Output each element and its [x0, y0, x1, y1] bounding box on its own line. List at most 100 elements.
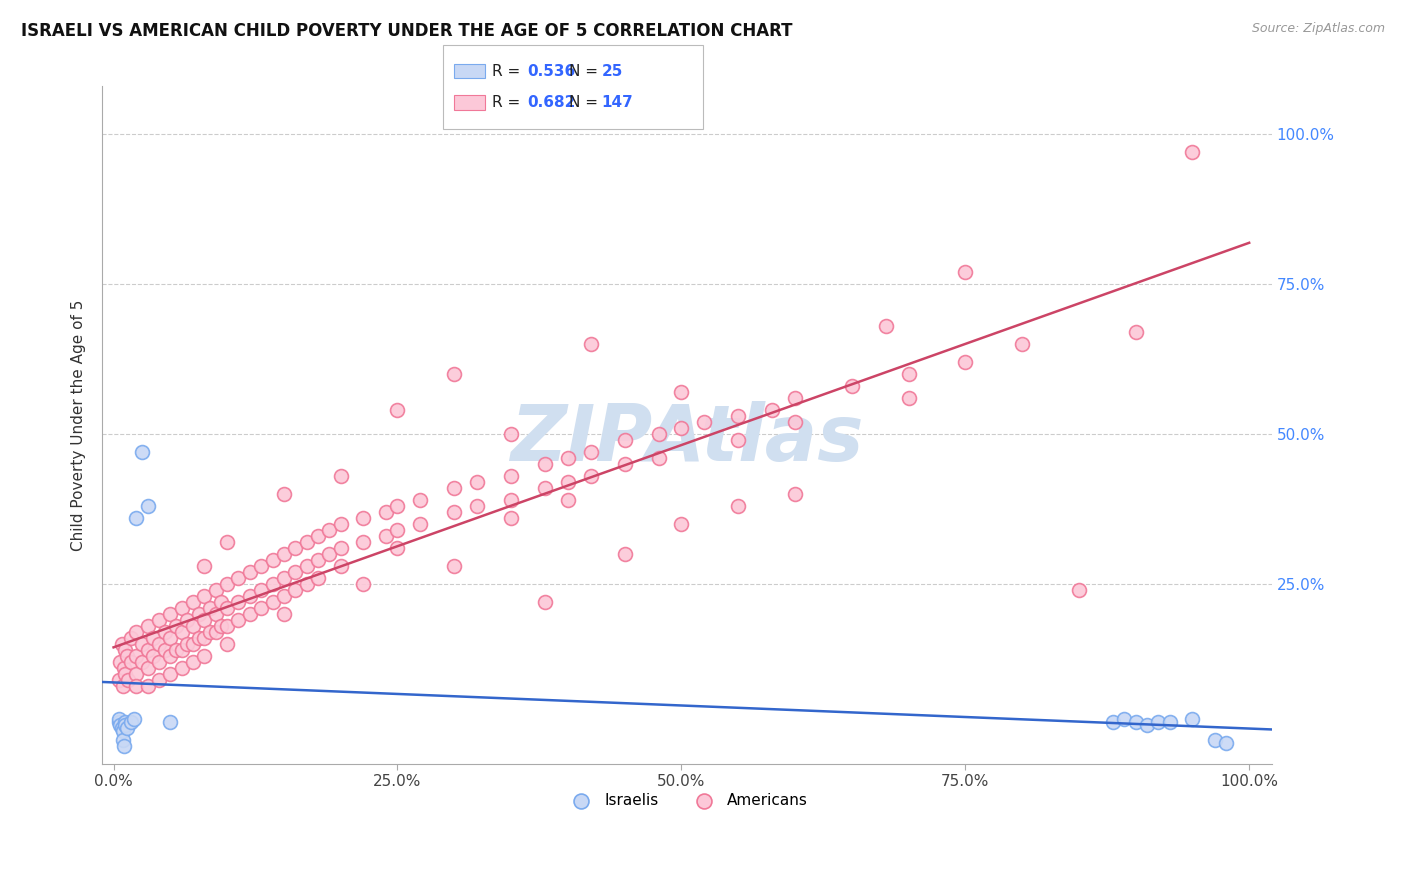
Point — [153, 624, 176, 639]
Point — [217, 619, 239, 633]
Text: 25: 25 — [602, 64, 623, 78]
Text: 0.536: 0.536 — [527, 64, 575, 78]
Point — [579, 445, 602, 459]
Point — [647, 427, 669, 442]
Point — [136, 499, 159, 513]
Point — [443, 481, 465, 495]
Point — [307, 553, 329, 567]
Text: N =: N = — [569, 64, 603, 78]
Point — [114, 714, 136, 729]
Point — [114, 666, 136, 681]
Point — [108, 673, 131, 687]
Point — [125, 648, 148, 663]
Point — [465, 475, 488, 489]
Point — [671, 421, 693, 435]
Point — [181, 655, 204, 669]
Point — [136, 661, 159, 675]
Point — [111, 723, 134, 738]
Point — [465, 499, 488, 513]
Point — [193, 559, 215, 574]
Point — [120, 655, 142, 669]
Point — [1159, 714, 1181, 729]
Point — [387, 499, 409, 513]
Point — [284, 582, 307, 597]
Point — [120, 631, 142, 645]
Point — [204, 624, 226, 639]
Point — [534, 595, 557, 609]
Point — [375, 505, 398, 519]
Point — [187, 631, 209, 645]
Point — [114, 718, 136, 732]
Point — [136, 619, 159, 633]
Point — [443, 367, 465, 381]
Point — [159, 631, 181, 645]
Point — [211, 595, 233, 609]
Point — [329, 516, 352, 531]
Point — [165, 619, 187, 633]
Point — [1114, 712, 1136, 726]
Point — [387, 541, 409, 555]
Point — [727, 499, 749, 513]
Point — [228, 595, 250, 609]
Point — [217, 637, 239, 651]
Point — [557, 451, 579, 466]
Point — [318, 547, 340, 561]
Text: R =: R = — [492, 95, 526, 110]
Point — [250, 559, 273, 574]
Point — [284, 541, 307, 555]
Point — [875, 319, 897, 334]
Point — [579, 469, 602, 483]
Point — [727, 409, 749, 423]
Point — [114, 643, 136, 657]
Point — [352, 511, 374, 525]
Point — [142, 648, 165, 663]
Point — [170, 624, 193, 639]
Point — [108, 712, 131, 726]
Point — [375, 529, 398, 543]
Point — [1147, 714, 1170, 729]
Point — [110, 721, 132, 735]
Point — [159, 607, 181, 621]
Point — [181, 619, 204, 633]
Point — [955, 265, 977, 279]
Point — [1102, 714, 1125, 729]
Point — [110, 718, 132, 732]
Point — [1136, 718, 1159, 732]
Point — [284, 565, 307, 579]
Point — [193, 648, 215, 663]
Point — [108, 714, 131, 729]
Point — [170, 601, 193, 615]
Point — [181, 637, 204, 651]
Point — [387, 523, 409, 537]
Point — [115, 721, 138, 735]
Point — [1181, 712, 1204, 726]
Point — [262, 595, 284, 609]
Point — [262, 577, 284, 591]
Point — [329, 559, 352, 574]
Point — [153, 643, 176, 657]
Point — [295, 559, 318, 574]
Point — [115, 648, 138, 663]
Point — [613, 547, 636, 561]
Text: N =: N = — [569, 95, 603, 110]
Point — [136, 679, 159, 693]
Point — [148, 673, 170, 687]
Text: ZIPAtlas: ZIPAtlas — [510, 401, 863, 476]
Point — [176, 637, 198, 651]
Point — [671, 385, 693, 400]
Text: R =: R = — [492, 64, 526, 78]
Point — [159, 666, 181, 681]
Point — [110, 637, 132, 651]
Point — [198, 601, 221, 615]
Point — [693, 415, 716, 429]
Point — [125, 679, 148, 693]
Point — [170, 661, 193, 675]
Point — [131, 637, 153, 651]
Point — [142, 631, 165, 645]
Point — [217, 601, 239, 615]
Point — [534, 457, 557, 471]
Point — [647, 451, 669, 466]
Point — [318, 523, 340, 537]
Point — [1215, 736, 1237, 750]
Point — [159, 648, 181, 663]
